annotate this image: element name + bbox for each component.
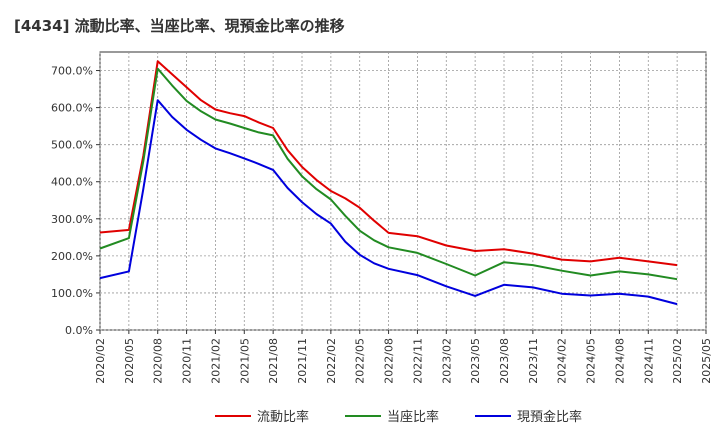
y-tick-label: 300.0% <box>51 213 93 226</box>
series-line <box>99 99 678 306</box>
x-tick-label: 2021/05 <box>238 338 251 384</box>
x-tick-label: 2022/08 <box>383 338 396 384</box>
y-tick-label: 700.0% <box>51 65 93 78</box>
x-tick-label: 2020/02 <box>94 338 107 384</box>
legend: 流動比率 当座比率 現預金比率 <box>215 409 582 425</box>
series-lines <box>99 60 678 306</box>
x-tick-label: 2023/02 <box>440 338 453 384</box>
x-tick-label: 2020/08 <box>152 338 165 384</box>
y-tick-label: 400.0% <box>51 176 93 189</box>
legend-label: 現預金比率 <box>517 409 582 425</box>
chart-title: [4434] 流動比率、当座比率、現預金比率の推移 <box>14 17 345 35</box>
x-tick-label: 2024/11 <box>642 338 655 384</box>
x-axis-ticks: 2020/02 2020/05 2020/08 2020/11 2021/02 2021/… <box>94 330 713 384</box>
legend-label: 当座比率 <box>387 409 439 425</box>
x-tick-label: 2023/08 <box>498 338 511 384</box>
x-tick-label: 2021/08 <box>267 338 280 384</box>
x-tick-label: 2023/05 <box>469 338 482 384</box>
x-tick-label: 2022/05 <box>354 338 367 384</box>
y-tick-label: 0.0% <box>65 324 93 337</box>
y-tick-label: 200.0% <box>51 250 93 263</box>
y-tick-label: 100.0% <box>51 287 93 300</box>
y-tick-label: 500.0% <box>51 139 93 152</box>
x-tick-label: 2024/05 <box>585 338 598 384</box>
y-tick-label: 600.0% <box>51 102 93 115</box>
legend-label: 流動比率 <box>257 409 309 425</box>
series-line <box>99 60 678 267</box>
series-line <box>99 67 678 281</box>
y-axis-ticks: 0.0% 100.0% 200.0% 300.0% 400.0% 500.0% 600.0%… <box>51 65 100 337</box>
x-tick-label: 2021/11 <box>296 338 309 384</box>
x-tick-label: 2024/08 <box>613 338 626 384</box>
x-tick-label: 2020/11 <box>181 338 194 384</box>
x-tick-label: 2024/02 <box>556 338 569 384</box>
x-tick-label: 2020/05 <box>123 338 136 384</box>
grid-lines <box>99 52 707 331</box>
x-tick-label: 2025/05 <box>700 338 713 384</box>
x-tick-label: 2021/02 <box>209 338 222 384</box>
x-tick-label: 2022/02 <box>325 338 338 384</box>
x-tick-label: 2022/11 <box>411 338 424 384</box>
x-tick-label: 2025/02 <box>671 338 684 384</box>
plot-frame <box>99 51 707 331</box>
x-tick-label: 2023/11 <box>527 338 540 384</box>
plot-area <box>99 51 707 331</box>
